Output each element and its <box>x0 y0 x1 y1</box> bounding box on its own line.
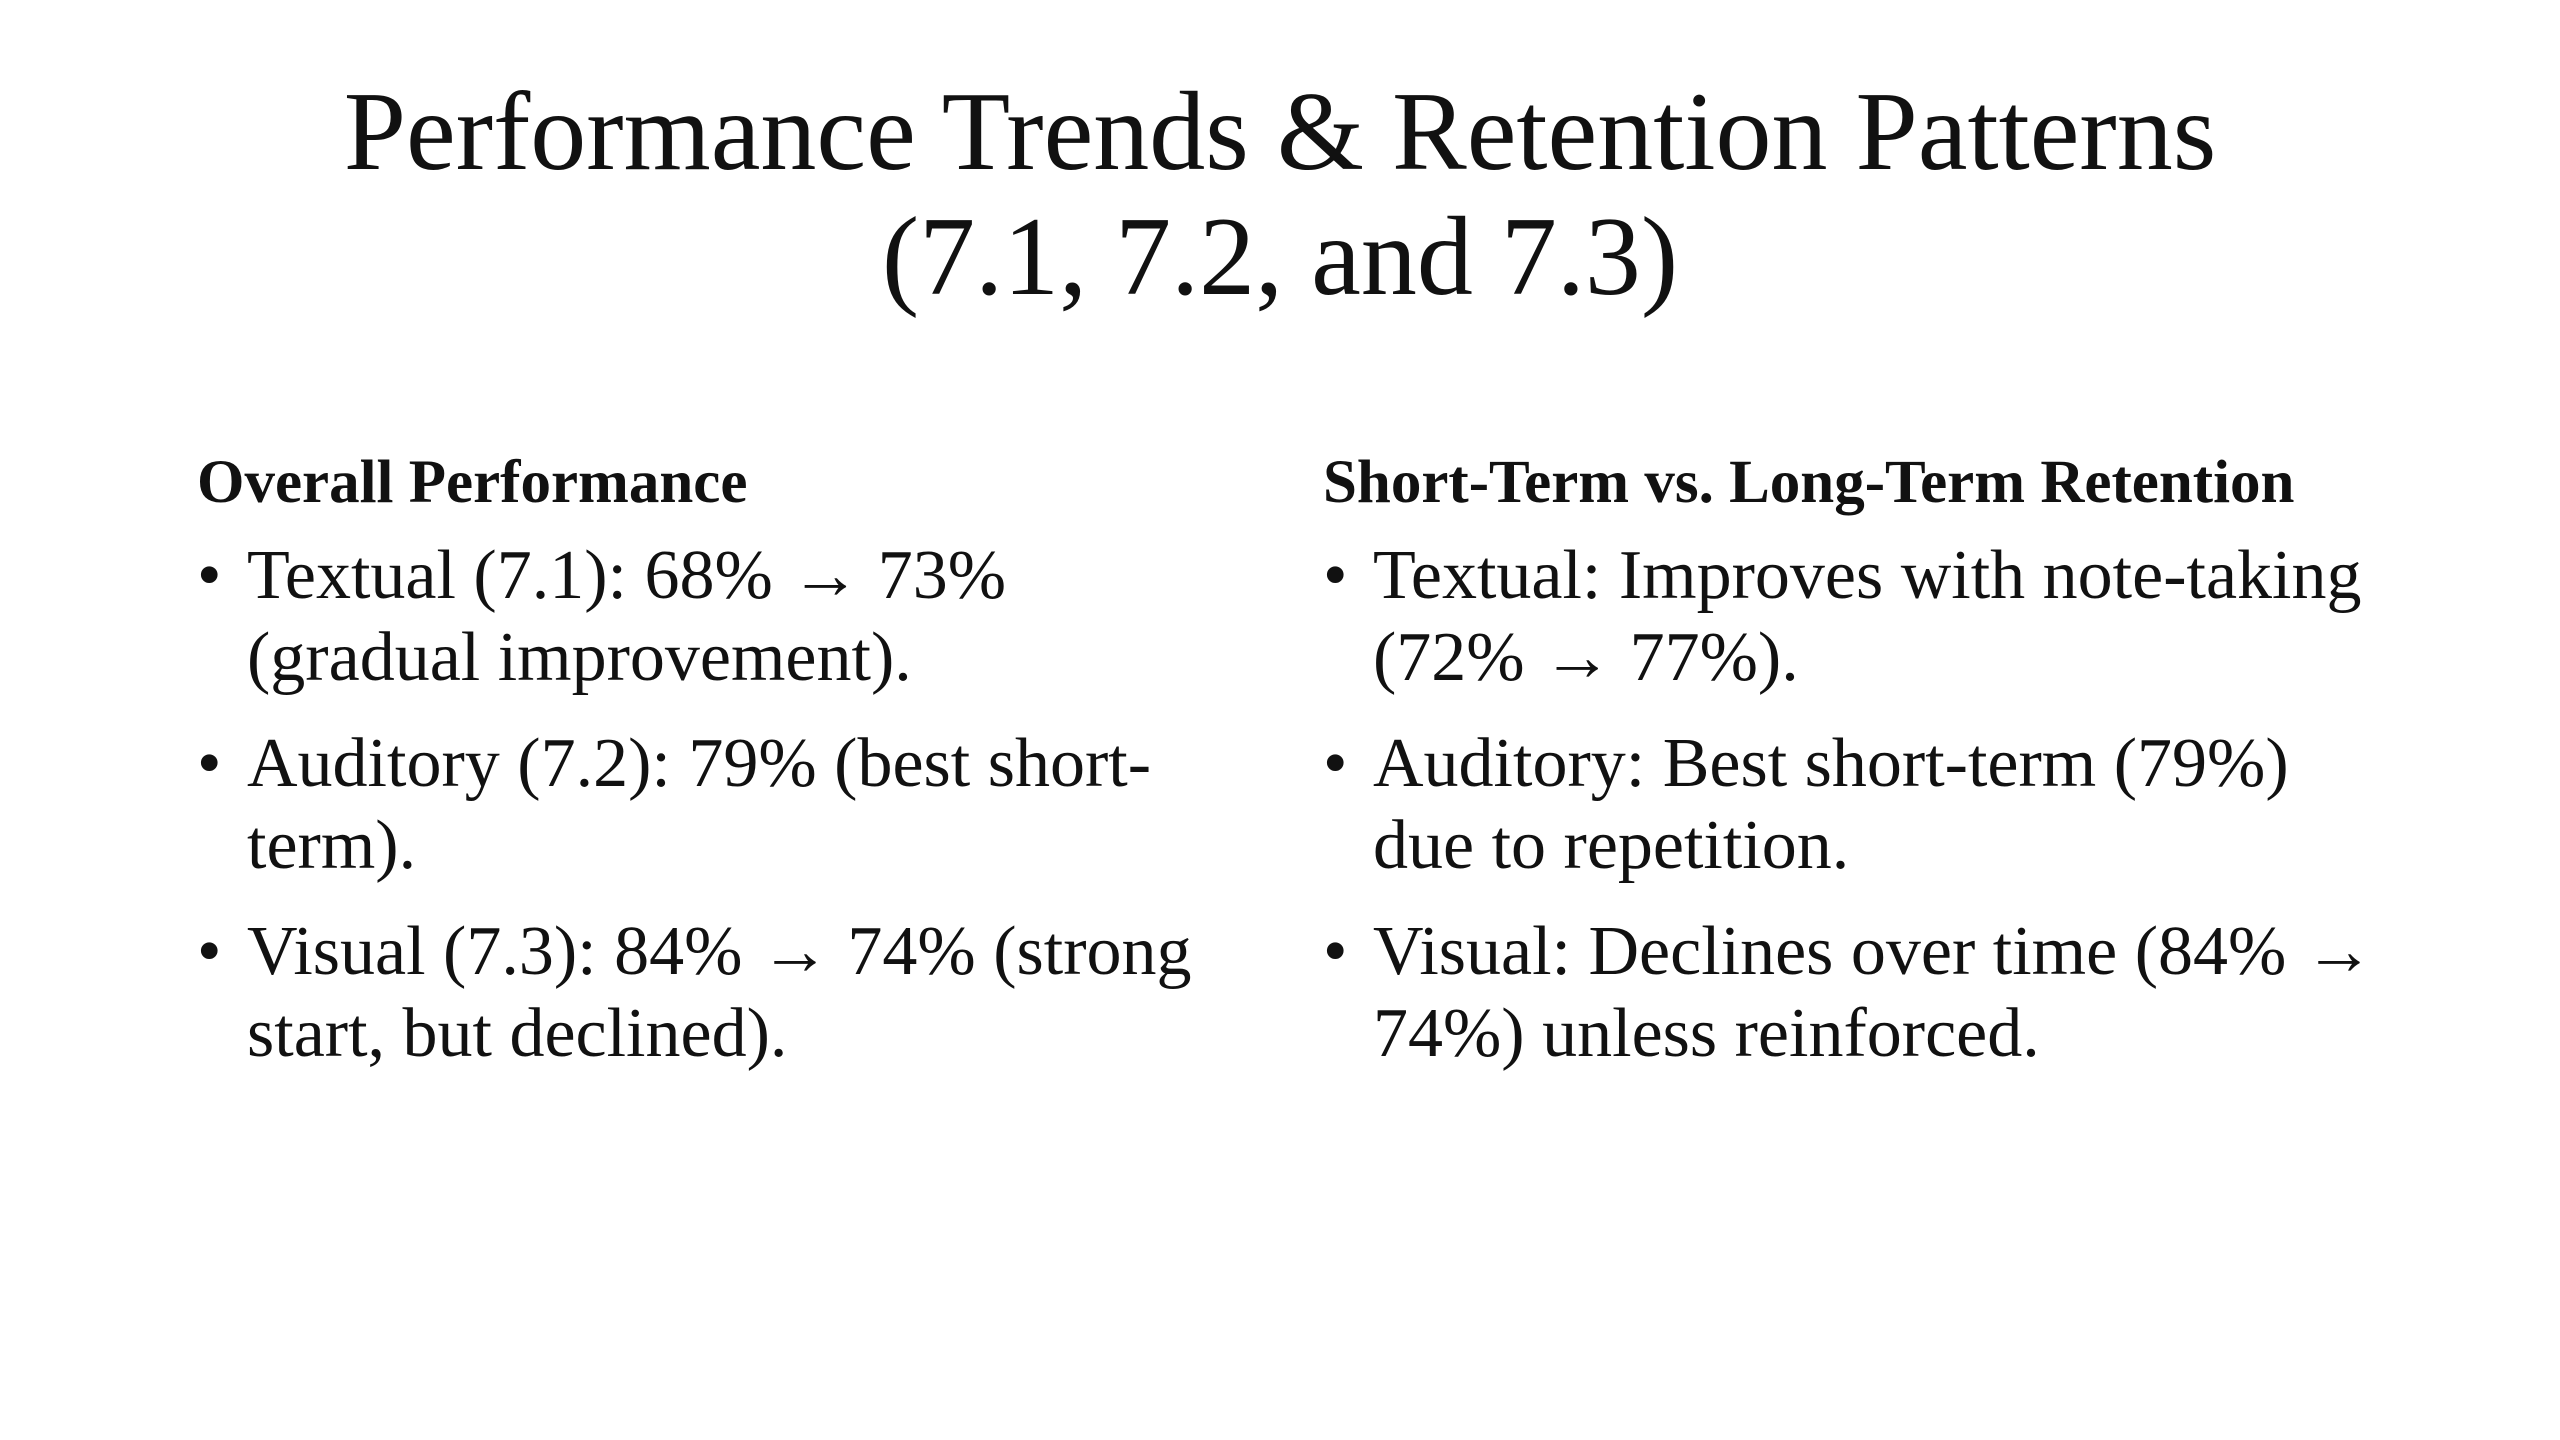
retention-list: • Textual: Improves with note-taking (72… <box>1323 535 2403 1075</box>
bullet-dot: • <box>197 913 222 990</box>
bullet-item-textual: • Textual: Improves with note-taking (72… <box>1323 535 2403 699</box>
bullet-text: Auditory: Best short-term (79%) due to r… <box>1373 725 2289 884</box>
slide-title-line-1: Performance Trends & Retention Patterns <box>343 70 2217 194</box>
overall-performance-list: • Textual (7.1): 68% → 73% (gradual impr… <box>197 535 1237 1075</box>
bullet-text: Visual: Declines over time (84% → 74%) u… <box>1373 913 2374 1072</box>
bullet-dot: • <box>1323 913 1348 990</box>
retention-heading: Short-Term vs. Long-Term Retention <box>1323 449 2295 516</box>
retention-column: Short-Term vs. Long-Term Retention • Tex… <box>1323 440 2403 1099</box>
overall-performance-heading: Overall Performance <box>197 449 748 516</box>
bullet-dot: • <box>197 537 222 614</box>
bullet-item-textual: • Textual (7.1): 68% → 73% (gradual impr… <box>197 535 1237 699</box>
bullet-text: Auditory (7.2): 79% (best short-term). <box>247 725 1152 884</box>
bullet-item-auditory: • Auditory (7.2): 79% (best short-term). <box>197 723 1237 887</box>
bullet-item-visual: • Visual: Declines over time (84% → 74%)… <box>1323 911 2403 1075</box>
slide-title-line-2: (7.1, 7.2, and 7.3) <box>881 195 1679 319</box>
bullet-dot: • <box>197 725 222 802</box>
slide-title: Performance Trends & Retention Patterns … <box>0 70 2560 320</box>
bullet-text: Textual: Improves with note-taking (72% … <box>1373 537 2362 696</box>
bullet-dot: • <box>1323 725 1348 802</box>
bullet-item-visual: • Visual (7.3): 84% → 74% (strong start,… <box>197 911 1237 1075</box>
bullet-dot: • <box>1323 537 1348 614</box>
bullet-item-auditory: • Auditory: Best short-term (79%) due to… <box>1323 723 2403 887</box>
overall-performance-column: Overall Performance • Textual (7.1): 68%… <box>197 440 1237 1099</box>
bullet-text: Textual (7.1): 68% → 73% (gradual improv… <box>247 537 1007 696</box>
bullet-text: Visual (7.3): 84% → 74% (strong start, b… <box>247 913 1192 1072</box>
